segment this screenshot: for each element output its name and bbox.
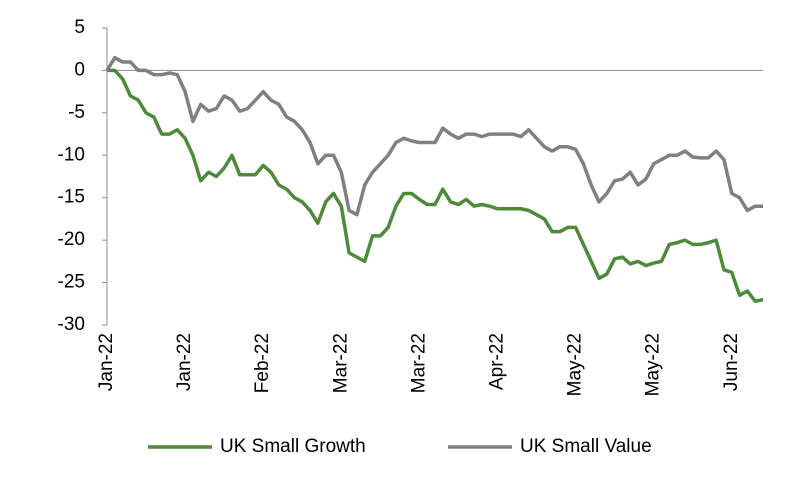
legend-label: UK Small Growth <box>220 436 366 457</box>
x-tick-label: Jan-22 <box>174 333 195 391</box>
series-line <box>107 68 764 303</box>
y-tick-label: -10 <box>58 144 85 165</box>
x-tick-label: Mar-22 <box>408 333 429 393</box>
y-tick-label: -15 <box>58 187 85 208</box>
legend-label: UK Small Value <box>520 436 652 457</box>
x-tick-label: May-22 <box>565 333 586 396</box>
y-tick-label: 0 <box>74 59 85 80</box>
y-tick-label: -25 <box>58 272 85 293</box>
x-tick-label: Apr-22 <box>486 333 507 390</box>
y-tick-label: -20 <box>58 229 85 250</box>
x-tick-label: Feb-22 <box>252 333 273 393</box>
x-tick-label: Jan-22 <box>96 333 117 391</box>
series-line <box>105 55 763 217</box>
y-tick-label: -30 <box>58 314 85 335</box>
y-tick-label: 5 <box>74 17 85 38</box>
x-tick-label: Mar-22 <box>330 333 351 393</box>
y-tick-label: -5 <box>68 102 85 123</box>
x-tick-label: May-22 <box>643 333 664 396</box>
x-tick-label: Jun-22 <box>721 333 742 391</box>
